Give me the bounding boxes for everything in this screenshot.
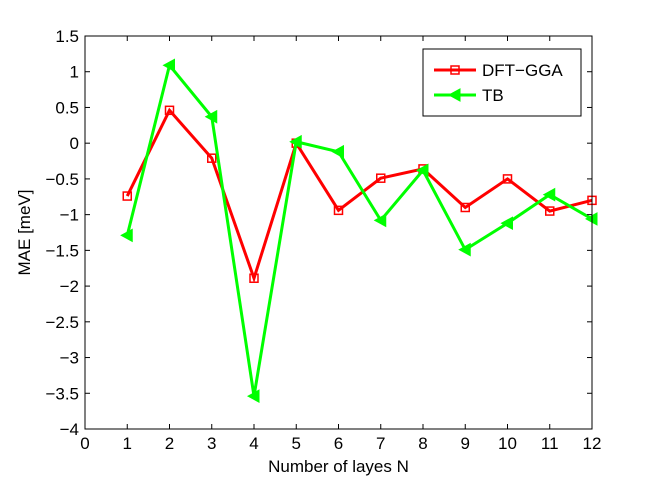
x-tick-label: 0 [80,434,89,453]
data-point [204,109,218,124]
data-point [460,202,470,213]
x-tick-label: 3 [207,434,216,453]
legend-label: TB [482,86,504,105]
series-line [125,107,593,283]
x-tick-label: 4 [249,434,258,453]
legend-entry: TB [434,86,504,105]
data-point [122,191,132,201]
legend-entry: DFT−GGA [434,61,563,80]
y-tick-label: −2.5 [45,313,79,332]
legend-marker [450,65,460,75]
legend-marker [447,88,461,102]
legend: DFT−GGA TB [422,48,582,117]
series-layer [120,58,598,403]
data-point [333,205,344,216]
y-tick-label: −1 [60,206,79,225]
y-tick-label: 0 [70,134,79,153]
x-axis-label: Number of layes N [268,457,409,476]
data-point [415,163,429,178]
y-tick-label: −1.5 [45,241,79,260]
x-tick-label: 6 [334,434,343,453]
y-tick-label: −4 [60,420,79,439]
y-tick-label: 0.5 [55,98,79,117]
data-point [373,213,387,228]
y-tick-label: 1.5 [55,27,79,46]
x-tick-label: 12 [583,434,602,453]
y-tick-label: −3.5 [45,384,79,403]
data-point [376,173,386,183]
data-point [120,228,133,243]
x-tick-label: 2 [165,434,174,453]
x-tick-label: 5 [292,434,301,453]
ticks-layer: 0 1 2 3 4 5 6 7 8 9 10 11 12−4−3.5−3−2.5−2−1.5−1−0.5… [45,27,601,453]
x-tick-label: 8 [418,434,427,453]
data-point [249,273,259,283]
data-point [207,153,217,163]
y-tick-label: −0.5 [45,170,79,189]
x-tick-label: 10 [498,434,517,453]
series-line [125,62,593,397]
data-point [289,134,302,149]
data-point [458,242,471,257]
legend-label: DFT−GGA [482,61,563,80]
data-point [331,144,344,159]
data-point [246,389,260,403]
x-tick-label: 7 [376,434,385,453]
data-point [164,105,175,116]
data-point [502,174,513,184]
x-tick-label: 11 [541,434,559,453]
y-tick-label: −3 [60,349,79,368]
data-point [545,206,555,216]
data-point [162,58,175,73]
x-tick-label: 9 [461,434,470,453]
y-tick-label: 1 [70,63,79,82]
y-tick-label: −2 [60,277,79,296]
y-axis-label: MAE [meV] [15,190,34,276]
legend-box [422,48,582,117]
data-point [500,216,513,231]
data-point [542,187,556,202]
x-tick-label: 1 [123,434,132,453]
